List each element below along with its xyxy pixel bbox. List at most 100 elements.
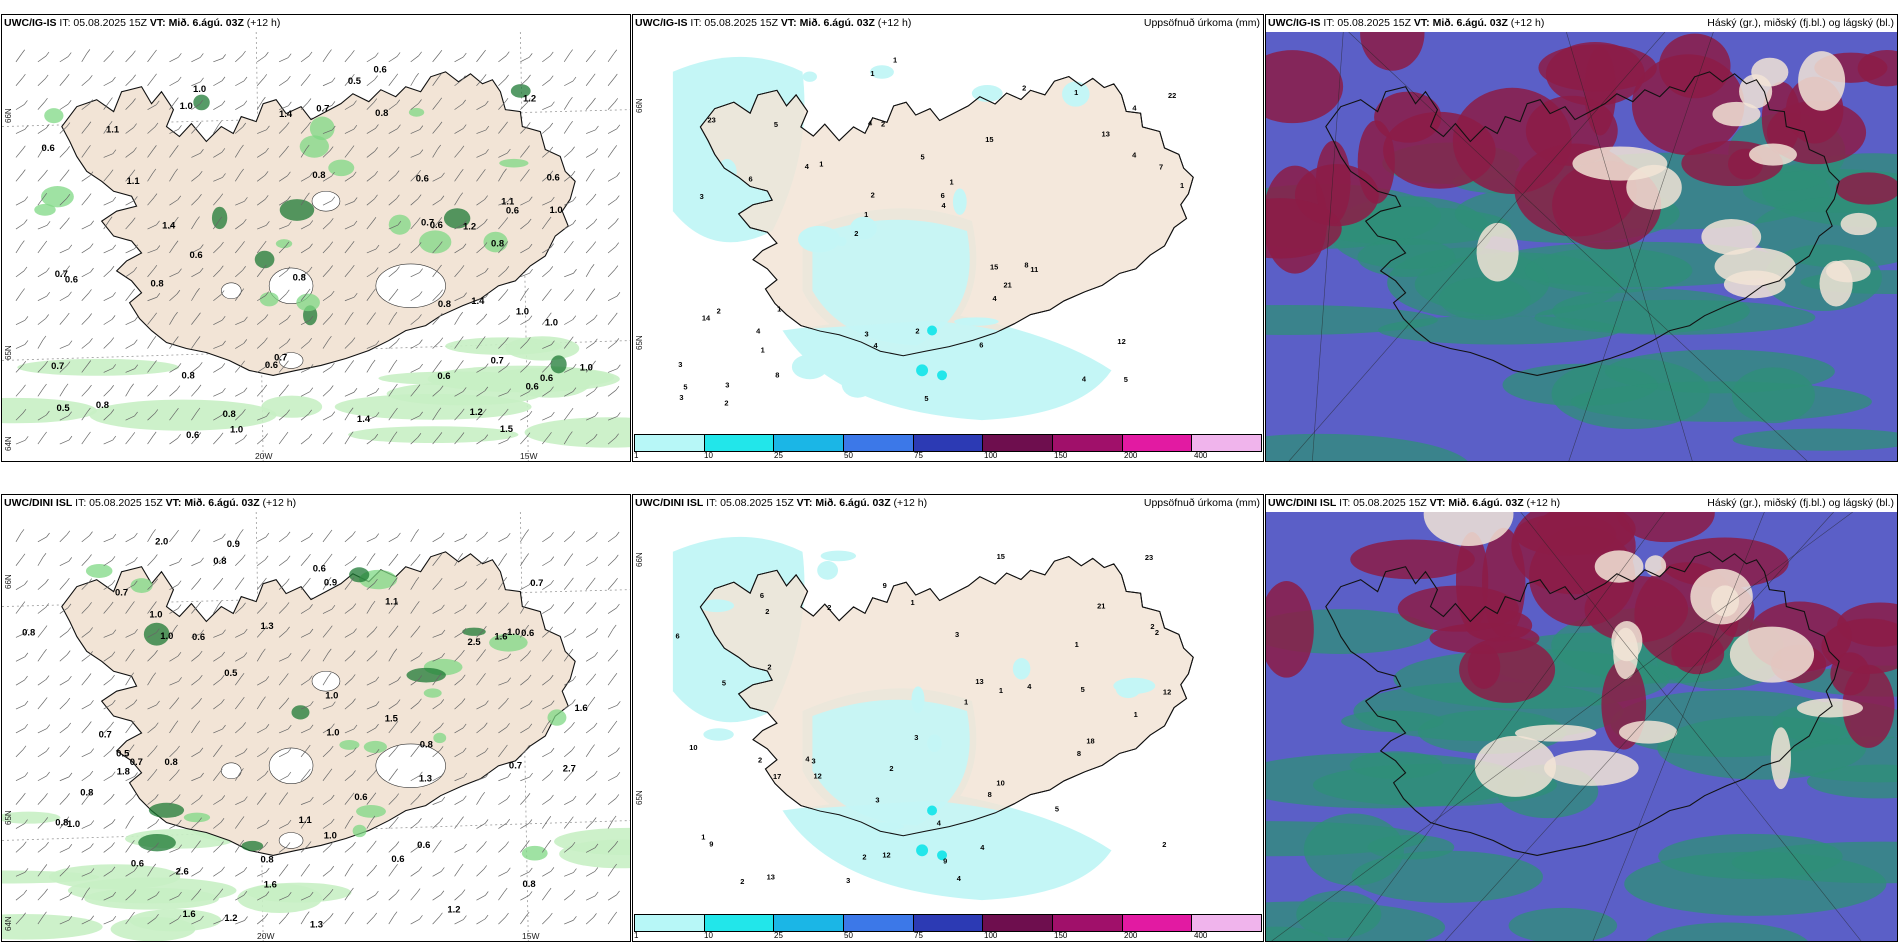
precip-amount-label: 12 xyxy=(1163,688,1171,697)
precip-amount-label: 2 xyxy=(1162,840,1166,849)
precip-amount-label: 10 xyxy=(689,743,697,752)
wind-gust-label: 1.2 xyxy=(470,407,483,418)
colorbar-tick-label: 10 xyxy=(704,451,713,460)
wind-gust-label: 2.5 xyxy=(468,637,481,648)
colorbar-segment xyxy=(1192,915,1262,931)
wind-gust-label: 1.4 xyxy=(162,220,176,231)
wind-gust-label: 1.2 xyxy=(224,913,237,924)
lat-label-64n: 64N xyxy=(4,436,13,451)
wind-gust-label: 0.7 xyxy=(421,218,434,229)
wind-gust-label: 0.7 xyxy=(55,269,68,280)
wind-gust-label: 1.6 xyxy=(182,909,195,920)
precip-amount-label: 2 xyxy=(740,877,744,886)
wind-gust-label: 0.6 xyxy=(313,564,326,575)
cloud-cover-map xyxy=(1266,512,1897,941)
lat-label-65n: 65N xyxy=(635,335,644,350)
precip-amount-label: 3 xyxy=(679,393,683,402)
colorbar-tick-label: 1 xyxy=(634,451,639,460)
precip-amount-label: 5 xyxy=(722,678,726,687)
cloud-map-panel-bottom: UWC/DINI ISL IT: 05.08.2025 15Z VT: Mið.… xyxy=(1265,494,1898,942)
panel-header: UWC/DINI ISL IT: 05.08.2025 15Z VT: Mið.… xyxy=(1268,497,1561,509)
wind-gust-label: 1.6 xyxy=(494,631,507,642)
wind-gust-label: 0.6 xyxy=(65,275,78,286)
wind-gust-label: 0.8 xyxy=(375,108,388,119)
colorbar-tick-label: 25 xyxy=(774,931,783,940)
precip-amount-label: 12 xyxy=(1117,337,1125,346)
wind-gust-label: 0.9 xyxy=(324,578,337,589)
precip-amount-label: 3 xyxy=(846,876,850,885)
wind-gust-label: 0.6 xyxy=(437,371,450,382)
iceland-coastline xyxy=(61,71,576,376)
wind-gust-label: 1.0 xyxy=(550,205,563,216)
precip-map-panel-top: UWC/IG-IS IT: 05.08.2025 15Z VT: Mið. 6.… xyxy=(632,14,1264,462)
panel-field-title: Uppsöfnuð úrkoma (mm) xyxy=(1143,497,1260,509)
precip-amount-label: 5 xyxy=(921,153,925,162)
iceland-coastline xyxy=(699,76,1194,357)
colorbar-segment xyxy=(774,435,845,451)
wind-gust-label: 0.5 xyxy=(116,748,129,759)
precip-amount-label: 21 xyxy=(1004,280,1012,289)
wind-gust-label: 0.6 xyxy=(416,173,429,184)
precip-map: 5 3 4 2 15 3 4 5 2 1 3 1 2 1 11 23 1 1 15 4 1 3 2 5 2 1 4 12 8 5 4 6 4 8 7… xyxy=(633,32,1263,434)
precip-amount-label: 23 xyxy=(1145,553,1153,562)
wind-gust-label: 0.6 xyxy=(430,220,443,231)
precip-amount-label: 23 xyxy=(707,115,715,124)
wind-gust-label: 0.6 xyxy=(192,632,205,643)
wind-gust-label: 0.8 xyxy=(312,170,325,181)
wind-gust-label: 0.7 xyxy=(51,361,64,372)
wind-gust-label: 0.5 xyxy=(224,668,237,679)
precip-amount-label: 6 xyxy=(749,175,753,184)
colorbar-tick-label: 100 xyxy=(984,451,998,460)
wind-gust-label: 1.6 xyxy=(264,879,277,890)
precip-amount-label: 2 xyxy=(827,603,831,612)
wind-gust-label: 0.6 xyxy=(131,858,144,869)
wind-gust-label: 0.8 xyxy=(22,628,35,639)
colorbar-tick-label: 150 xyxy=(1054,451,1068,460)
precip-amount-label: 4 xyxy=(756,327,761,336)
wind-gust-label: 1.6 xyxy=(575,703,588,714)
wind-gust-label: 1.0 xyxy=(160,631,173,642)
precip-amount-label: 2 xyxy=(889,764,893,773)
colorbar-segment xyxy=(913,915,984,931)
wind-map-panel-top: UWC/IG-IS IT: 05.08.2025 15Z VT: Mið. 6.… xyxy=(1,14,631,462)
precip-amount-label: 22 xyxy=(1168,91,1176,100)
wind-gust-map: 0.7 0.6 0.6 0.8 0.5 1.0 1.1 0.8 1.2 1.1 1.0 0.6 0.8 1… xyxy=(2,32,630,461)
lon-label-20w: 20W xyxy=(257,931,275,941)
colorbar-segment xyxy=(1192,435,1262,451)
wind-gust-map: 2.7 0.6 2.5 1.3 1.0 1.6 1.0 0.8 1.6 1.5 0.8 2.0 1.0 0… xyxy=(2,512,630,941)
precip-amount-label: 5 xyxy=(683,382,687,391)
wind-gust-label: 2.7 xyxy=(563,764,576,775)
colorbar-tick-label: 25 xyxy=(774,451,783,460)
wind-gust-label: 0.8 xyxy=(213,556,226,567)
wind-gust-label: 1.0 xyxy=(149,609,162,620)
lat-label-66n: 66N xyxy=(4,108,13,123)
colorbar-segment xyxy=(704,915,775,931)
precip-amount-label: 4 xyxy=(1132,151,1137,160)
precip-amount-label: 13 xyxy=(767,873,775,882)
precip-amount-label: 10 xyxy=(996,779,1004,788)
precip-amount-label: 17 xyxy=(773,772,781,781)
wind-gust-label: 1.3 xyxy=(310,919,323,930)
wind-gust-label: 0.5 xyxy=(348,76,361,87)
precip-amount-label: 9 xyxy=(883,581,887,590)
precip-amount-label: 4 xyxy=(868,118,873,127)
wind-gust-label: 1.3 xyxy=(261,621,274,632)
lat-label-64n: 64N xyxy=(4,916,13,931)
colorbar-tick-label: 10 xyxy=(704,931,713,940)
precip-amount-label: 4 xyxy=(937,818,942,827)
precip-amount-label: 3 xyxy=(955,630,959,639)
precip-amount-label: 3 xyxy=(811,757,815,766)
wind-gust-label: 1.4 xyxy=(279,109,293,120)
colorbar-tick-label: 50 xyxy=(844,931,853,940)
wind-gust-label: 0.6 xyxy=(186,430,199,441)
precip-amount-label: 2 xyxy=(862,852,866,861)
lat-label-66n: 66N xyxy=(635,552,644,567)
wind-map-panel-bottom: UWC/DINI ISL IT: 05.08.2025 15Z VT: Mið.… xyxy=(1,494,631,942)
precip-amount-label: 1 xyxy=(964,698,968,707)
wind-gust-label: 1.2 xyxy=(523,94,536,105)
iceland-coastline xyxy=(699,556,1194,837)
wind-gust-label: 1.5 xyxy=(500,424,513,435)
precip-amount-label: 12 xyxy=(813,772,821,781)
precip-amount-label: 2 xyxy=(758,756,762,765)
precip-map-panel-bottom: UWC/DINI ISL IT: 05.08.2025 15Z VT: Mið.… xyxy=(632,494,1264,942)
